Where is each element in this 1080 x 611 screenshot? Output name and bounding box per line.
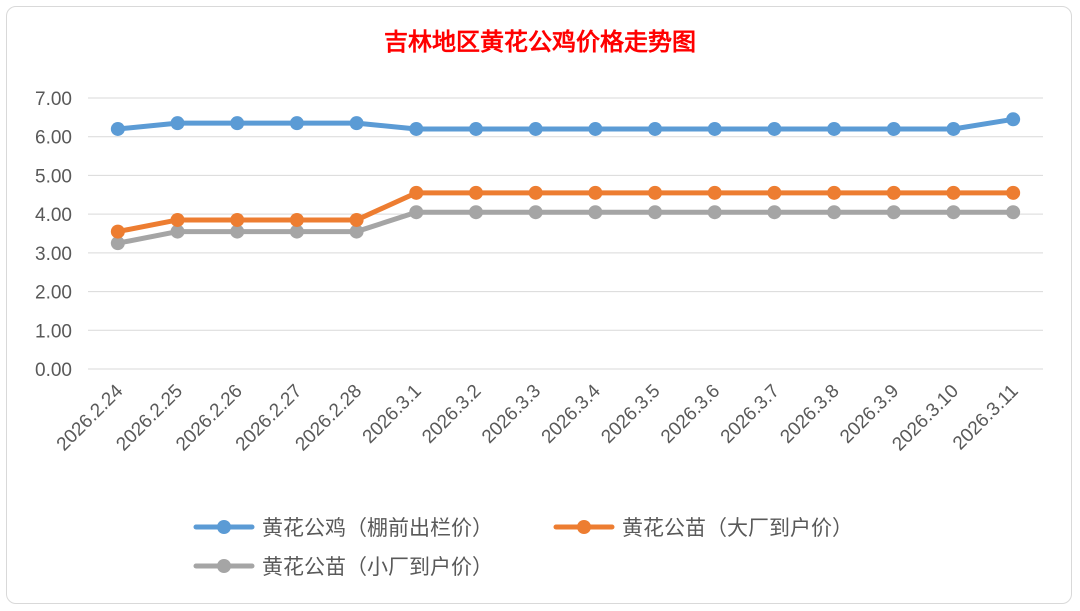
- data-point: [886, 185, 901, 200]
- series: [110, 205, 1021, 251]
- x-tick-label: 2026.3.6: [657, 381, 724, 448]
- x-tick-label: 2026.3.2: [418, 381, 485, 448]
- data-point: [648, 185, 663, 200]
- legend-item: 黄花公鸡（棚前出栏价）: [193, 516, 493, 540]
- x-tick-label: 2026.3.8: [776, 381, 843, 448]
- chart-frame: [6, 6, 1072, 604]
- data-point: [289, 224, 304, 239]
- x-tick-label: 2026.3.1: [359, 381, 426, 448]
- legend-marker: [217, 559, 231, 573]
- series-lines: [110, 112, 1021, 251]
- legend-item: 黄花公苗（小厂到户价）: [193, 555, 493, 579]
- data-point: [767, 121, 782, 136]
- data-point: [946, 185, 961, 200]
- data-point: [528, 205, 543, 220]
- y-tick-label: 3.00: [35, 244, 72, 265]
- data-point: [110, 121, 125, 136]
- data-point: [230, 224, 245, 239]
- y-tick-label: 7.00: [35, 89, 72, 110]
- y-tick-label: 5.00: [35, 166, 72, 187]
- series-line: [115, 116, 1016, 132]
- legend-item: 黄花公苗（大厂到户价）: [553, 516, 853, 540]
- data-point: [946, 121, 961, 136]
- data-point: [588, 185, 603, 200]
- y-tick-label: 6.00: [35, 128, 72, 149]
- series: [110, 112, 1021, 136]
- data-point: [468, 205, 483, 220]
- data-point: [289, 212, 304, 227]
- legend-marker: [577, 520, 591, 534]
- data-point: [767, 185, 782, 200]
- legend-label: 黄花公鸡（棚前出栏价）: [262, 516, 493, 540]
- y-axis-ticks: 0.00 1.00 2.00 3.00 4.00 5.00 6.00 7.00: [35, 89, 72, 381]
- x-tick-label: 2026.3.11: [949, 381, 1023, 455]
- data-point: [230, 116, 245, 131]
- data-point: [827, 185, 842, 200]
- data-point: [648, 205, 663, 220]
- data-point: [349, 212, 364, 227]
- legend-label: 黄花公苗（大厂到户价）: [622, 516, 853, 540]
- data-point: [170, 212, 185, 227]
- series-line: [115, 190, 1016, 235]
- data-point: [528, 185, 543, 200]
- data-point: [1006, 185, 1021, 200]
- data-point: [409, 121, 424, 136]
- legend-label: 黄花公苗（小厂到户价）: [262, 555, 493, 579]
- data-point: [588, 205, 603, 220]
- data-point: [409, 205, 424, 220]
- data-point: [588, 121, 603, 136]
- series: [110, 185, 1021, 239]
- data-point: [468, 185, 483, 200]
- data-point: [1006, 205, 1021, 220]
- data-point: [289, 116, 304, 131]
- data-point: [349, 224, 364, 239]
- data-point: [1006, 112, 1021, 127]
- data-point: [648, 121, 663, 136]
- data-point: [170, 224, 185, 239]
- x-axis-ticks: 2026.2.242026.2.252026.2.262026.2.272026…: [53, 380, 1023, 455]
- chart-title: 吉林地区黄花公鸡价格走势图: [384, 27, 696, 56]
- y-tick-label: 1.00: [35, 321, 72, 342]
- legend: 黄花公鸡（棚前出栏价） 黄花公苗（大厂到户价） 黄花公苗（小厂到户价）: [193, 516, 853, 579]
- data-point: [528, 121, 543, 136]
- data-point: [170, 116, 185, 131]
- data-point: [110, 236, 125, 251]
- data-point: [468, 121, 483, 136]
- data-point: [349, 116, 364, 131]
- x-tick-label: 2026.3.4: [538, 380, 605, 447]
- data-point: [110, 224, 125, 239]
- x-tick-label: 2026.3.5: [597, 381, 664, 448]
- data-point: [946, 205, 961, 220]
- data-point: [409, 185, 424, 200]
- data-point: [827, 121, 842, 136]
- x-tick-label: 2026.3.3: [478, 381, 545, 448]
- data-point: [707, 121, 722, 136]
- data-point: [230, 212, 245, 227]
- data-point: [707, 205, 722, 220]
- x-tick-label: 2026.3.7: [717, 381, 784, 448]
- y-tick-label: 2.00: [35, 283, 72, 304]
- data-point: [886, 205, 901, 220]
- data-point: [707, 185, 722, 200]
- data-point: [886, 121, 901, 136]
- data-point: [767, 205, 782, 220]
- series-line: [115, 209, 1016, 246]
- data-point: [827, 205, 842, 220]
- y-tick-label: 0.00: [35, 360, 72, 381]
- y-tick-label: 4.00: [35, 205, 72, 226]
- legend-marker: [217, 520, 231, 534]
